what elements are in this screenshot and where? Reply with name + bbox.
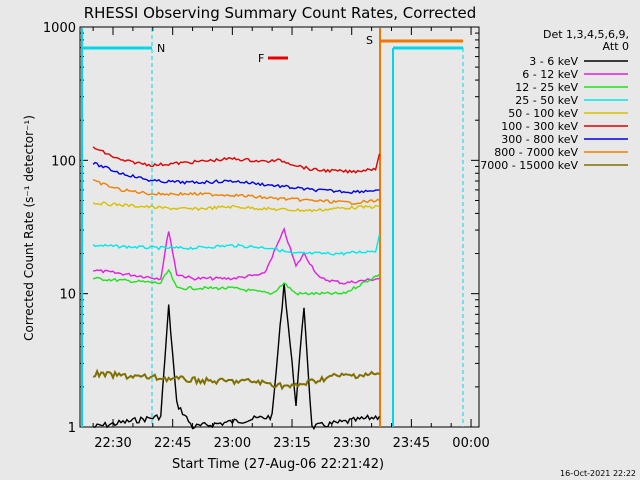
flag-s-label: S bbox=[366, 34, 373, 47]
y-tick-label: 100 bbox=[51, 154, 76, 169]
series-line bbox=[93, 226, 380, 285]
series-line bbox=[92, 233, 381, 256]
series-layer bbox=[92, 146, 381, 431]
x-tick-label: 22:30 bbox=[94, 436, 131, 451]
instrument-flags: N F S bbox=[81, 28, 464, 427]
y-axis-label: Corrected Count Rate (s⁻¹ detector⁻¹) bbox=[22, 115, 36, 341]
footer-date: 16-Oct-2021 22:22 bbox=[560, 469, 636, 478]
flag-n-label: N bbox=[157, 42, 165, 55]
legend-label: 25 - 50 keV bbox=[515, 94, 578, 107]
series-line bbox=[92, 201, 380, 213]
series-line bbox=[93, 282, 381, 431]
legend-label: 6 - 12 keV bbox=[522, 68, 578, 81]
legend-label: 50 - 100 keV bbox=[508, 107, 578, 120]
legend-label: 12 - 25 keV bbox=[515, 81, 578, 94]
x-tick-labels: 22:30 22:45 23:00 23:15 23:30 23:45 00:00 bbox=[94, 436, 489, 451]
chart-title: RHESSI Observing Summary Count Rates, Co… bbox=[84, 4, 477, 22]
y-tick-label: 1 bbox=[68, 421, 76, 436]
y-tick-label: 10 bbox=[59, 288, 76, 303]
series-line bbox=[92, 179, 380, 205]
legend-label: 100 - 300 keV bbox=[501, 120, 578, 133]
plot-area bbox=[79, 26, 480, 428]
x-tick-label: 00:00 bbox=[452, 436, 489, 451]
y-tick-labels: 1 10 100 1000 bbox=[43, 21, 76, 436]
x-tick-label: 22:45 bbox=[154, 436, 191, 451]
legend-label: 300 - 800 keV bbox=[501, 133, 578, 146]
flag-f-label: F bbox=[258, 52, 264, 65]
y-tick-label: 1000 bbox=[43, 21, 76, 36]
x-tick-label: 23:45 bbox=[393, 436, 430, 451]
x-tick-label: 23:15 bbox=[273, 436, 310, 451]
legend-label: 800 - 7000 keV bbox=[494, 146, 578, 159]
legend-header: Det 1,3,4,5,6,9, bbox=[543, 28, 629, 41]
x-axis-label: Start Time (27-Aug-06 22:21:42) bbox=[172, 457, 384, 472]
x-tick-label: 23:30 bbox=[333, 436, 370, 451]
legend-header: Att 0 bbox=[603, 40, 629, 53]
legend-label: 7000 - 15000 keV bbox=[480, 159, 578, 172]
x-tick-label: 23:00 bbox=[214, 436, 251, 451]
series-line bbox=[92, 268, 380, 296]
legend-label: 3 - 6 keV bbox=[529, 55, 578, 68]
series-line bbox=[92, 146, 381, 174]
series-line bbox=[92, 368, 380, 391]
series-line bbox=[92, 161, 380, 195]
